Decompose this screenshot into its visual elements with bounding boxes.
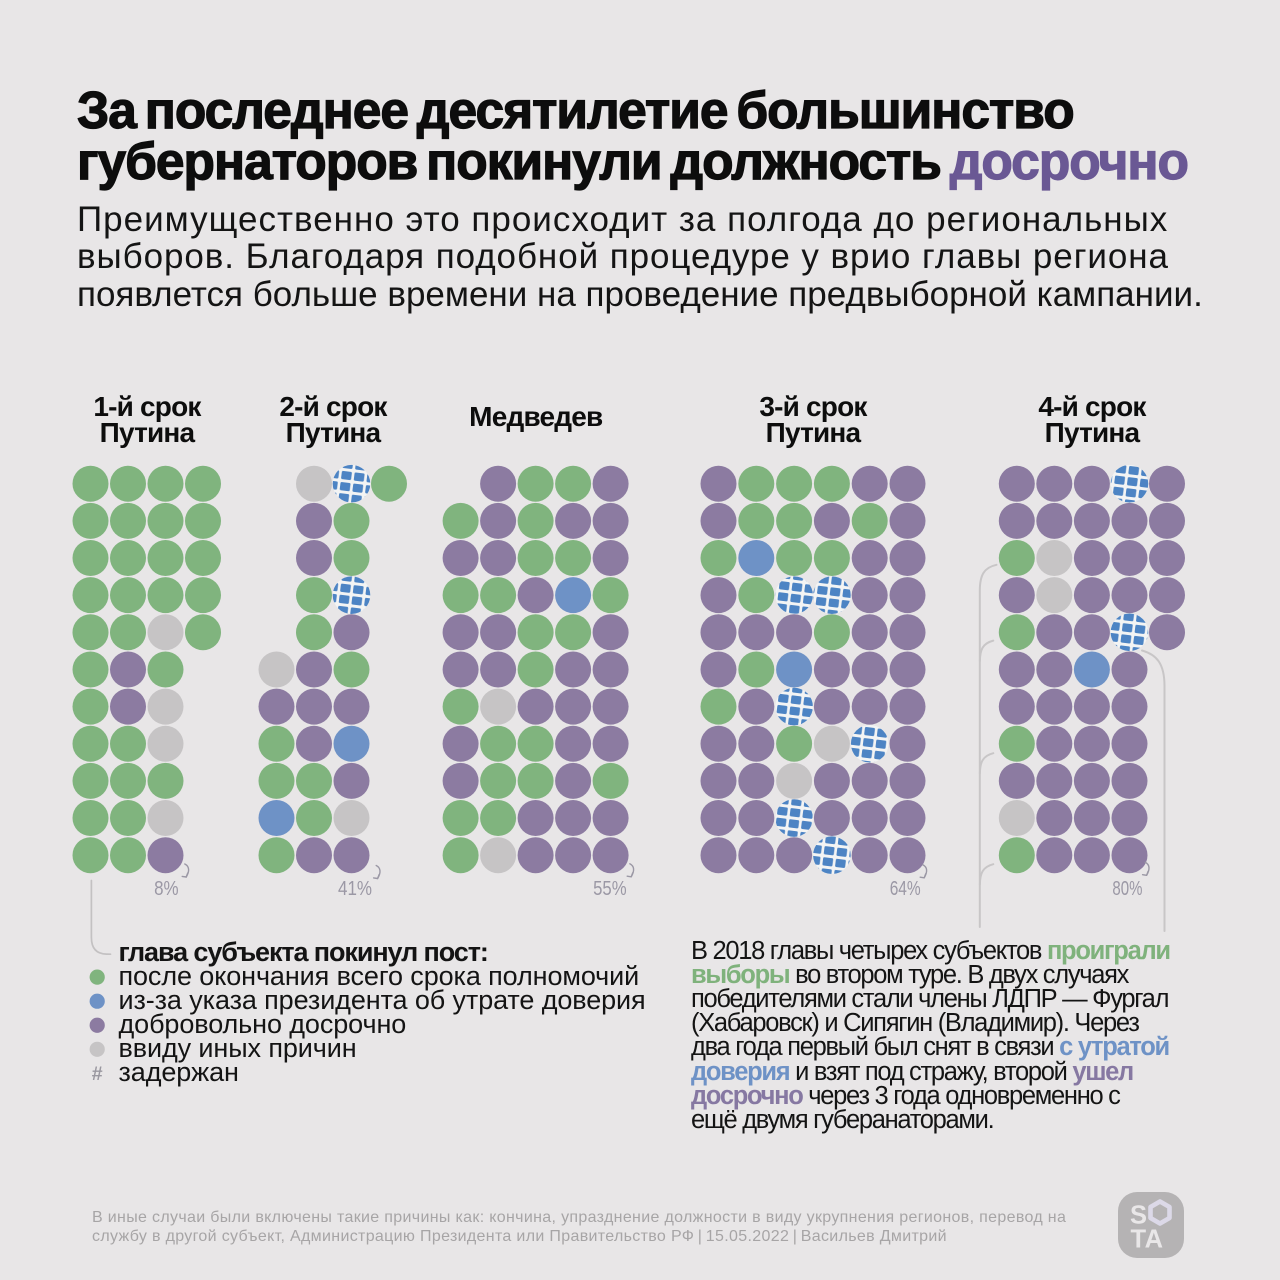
svg-text:80%: 80%	[1112, 877, 1142, 900]
svg-text:S: S	[1130, 1202, 1148, 1230]
svg-text:8%: 8%	[154, 877, 179, 900]
svg-text:#: #	[92, 1063, 103, 1085]
svg-text:TA: TA	[1131, 1226, 1164, 1254]
svg-text:64%: 64%	[890, 877, 921, 900]
svg-text:41%: 41%	[338, 877, 372, 900]
svg-text:55%: 55%	[593, 877, 627, 900]
